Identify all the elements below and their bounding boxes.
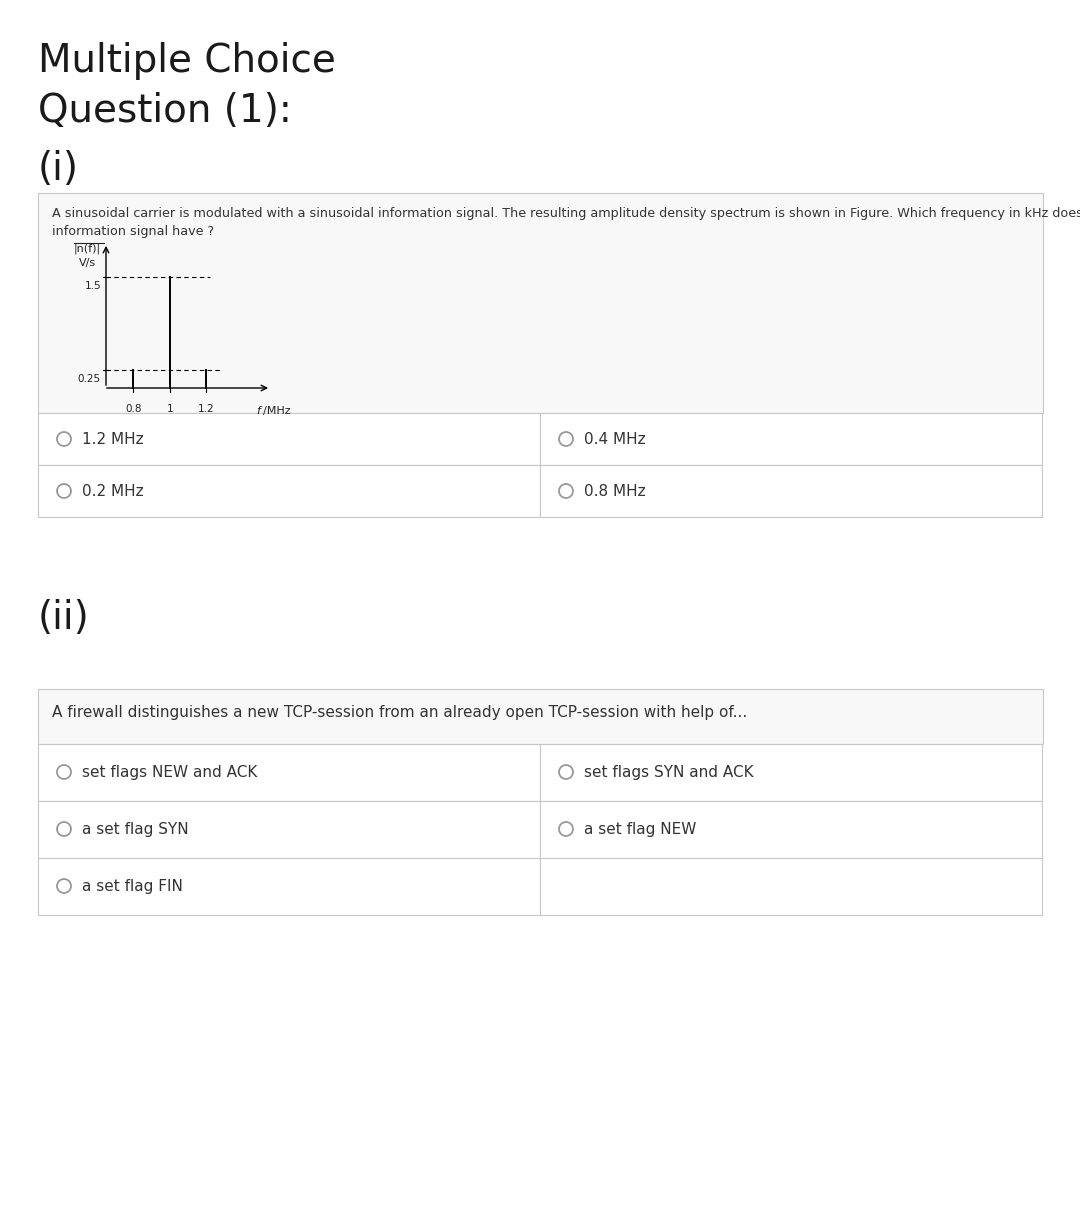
Text: 0.2 MHz: 0.2 MHz xyxy=(82,484,144,499)
Text: set flags NEW and ACK: set flags NEW and ACK xyxy=(82,765,257,779)
Bar xyxy=(38,465,540,517)
Text: 0.25: 0.25 xyxy=(78,373,102,383)
Text: set flags SYN and ACK: set flags SYN and ACK xyxy=(584,765,754,779)
Bar xyxy=(540,801,1042,858)
Text: 1.2 MHz: 1.2 MHz xyxy=(82,432,144,447)
Bar xyxy=(540,858,1042,914)
Text: a set flag FIN: a set flag FIN xyxy=(82,879,183,894)
Text: 1.5: 1.5 xyxy=(84,281,102,292)
Bar xyxy=(540,413,1042,465)
Text: 0.8: 0.8 xyxy=(125,404,141,413)
Text: 0.4 MHz: 0.4 MHz xyxy=(584,432,646,447)
Text: A sinusoidal carrier is modulated with a sinusoidal information signal. The resu: A sinusoidal carrier is modulated with a… xyxy=(52,207,1080,220)
Text: Multiple Choice: Multiple Choice xyxy=(38,43,336,80)
Bar xyxy=(38,744,540,801)
Text: a set flag NEW: a set flag NEW xyxy=(584,822,697,837)
Text: f: f xyxy=(256,406,260,416)
Bar xyxy=(38,858,540,914)
Text: 0.8 MHz: 0.8 MHz xyxy=(584,484,646,499)
Text: (i): (i) xyxy=(38,150,79,188)
Bar xyxy=(38,801,540,858)
Bar xyxy=(38,193,1043,413)
Text: Question (1):: Question (1): xyxy=(38,92,292,130)
Bar xyxy=(540,744,1042,801)
Text: 1: 1 xyxy=(166,404,173,413)
Bar xyxy=(540,465,1042,517)
Text: /MHz: /MHz xyxy=(264,406,291,416)
Text: information signal have ?: information signal have ? xyxy=(52,225,214,238)
Bar xyxy=(38,689,1043,744)
Text: (ii): (ii) xyxy=(38,599,90,637)
Bar xyxy=(38,413,540,465)
Text: a set flag SYN: a set flag SYN xyxy=(82,822,189,837)
Text: |n(f)|: |n(f)| xyxy=(75,243,102,253)
Text: 1.2: 1.2 xyxy=(198,404,215,413)
Text: A firewall distinguishes a new TCP-session from an already open TCP-session with: A firewall distinguishes a new TCP-sessi… xyxy=(52,705,747,720)
Text: V/s: V/s xyxy=(79,258,96,268)
